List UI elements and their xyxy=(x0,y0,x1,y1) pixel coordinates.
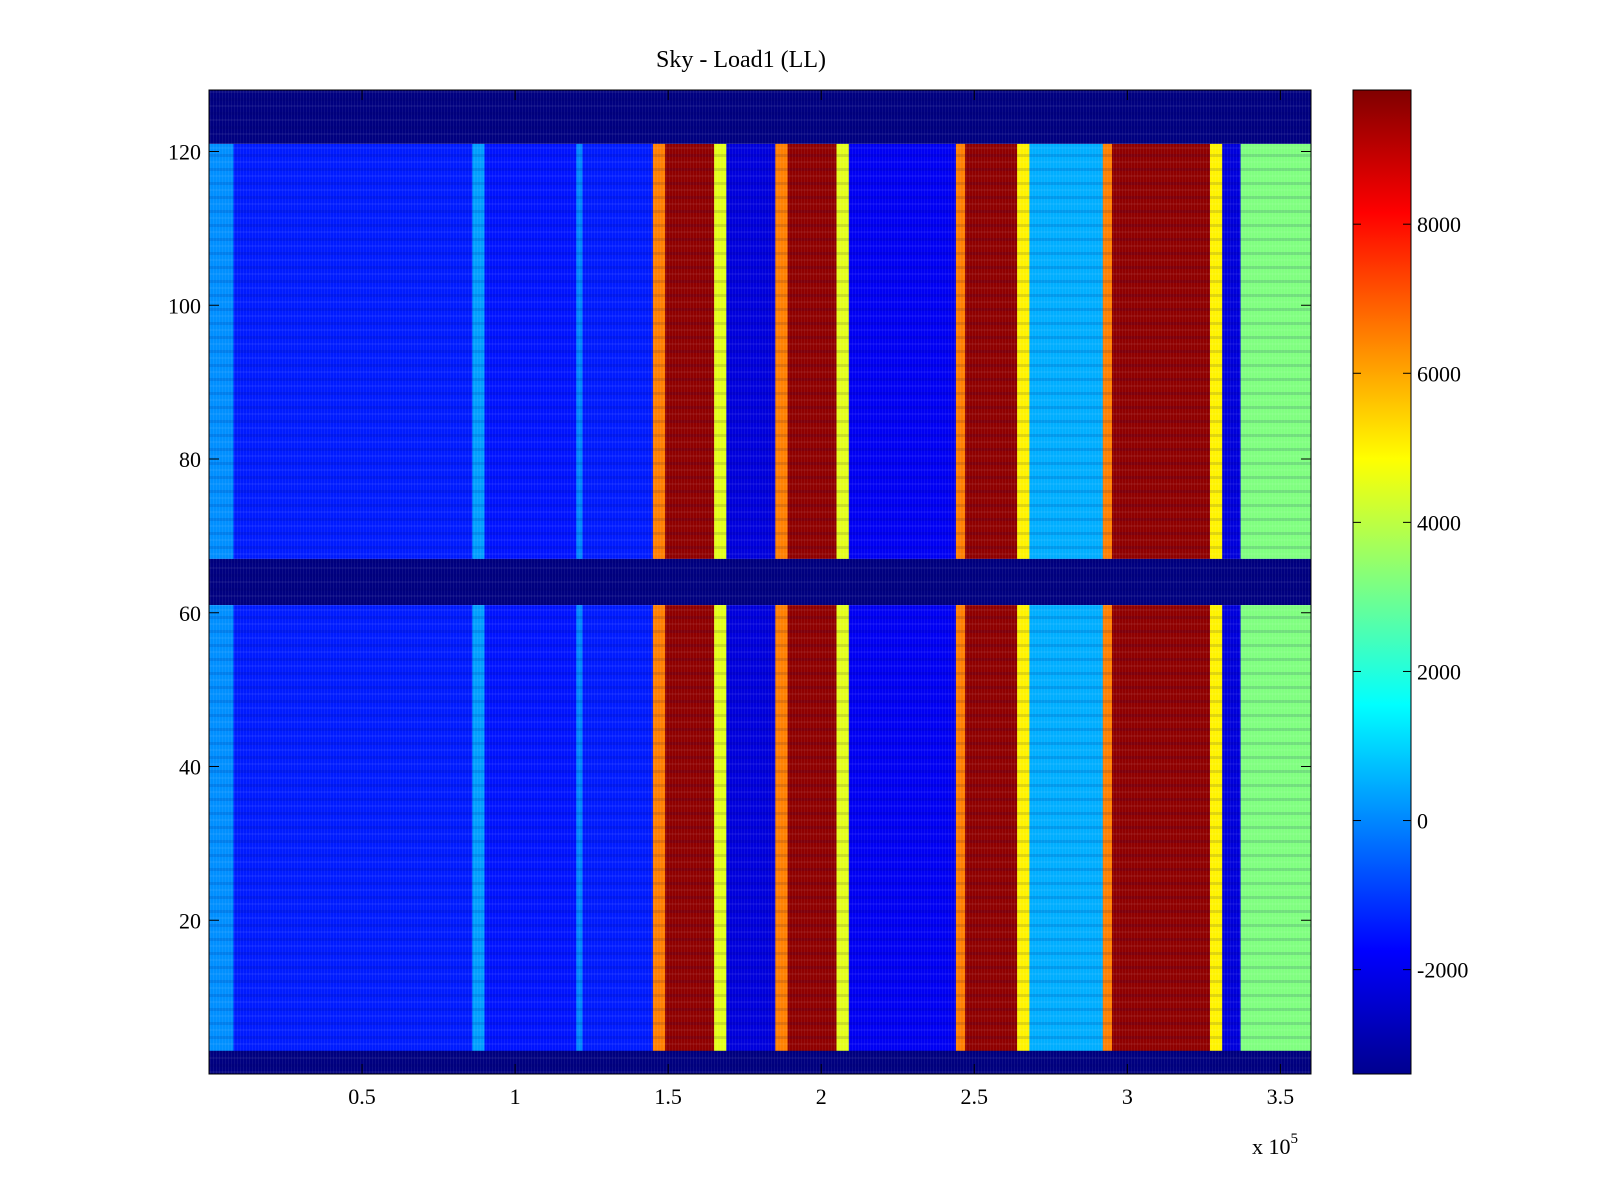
heatmap-cell xyxy=(714,605,727,1051)
y-tick-label: 80 xyxy=(179,447,201,472)
heatmap-cell xyxy=(665,143,715,559)
chart-title: Sky - Load1 (LL) xyxy=(656,47,826,73)
colorbar xyxy=(1352,89,1412,1075)
colorbar-tick-label: 6000 xyxy=(1417,361,1461,386)
heatmap-cell xyxy=(1240,605,1312,1051)
heatmap-cell xyxy=(775,605,789,1051)
x-tick-label: 3.5 xyxy=(1267,1084,1295,1109)
heatmap-cell xyxy=(714,143,727,559)
heatmap-cell xyxy=(652,605,666,1051)
x-tick-label: 0.5 xyxy=(348,1084,376,1109)
y-tick-label: 100 xyxy=(168,293,201,318)
heatmap-cell xyxy=(209,143,235,559)
heatmap-cell xyxy=(726,143,776,559)
heatmap-cell xyxy=(787,605,838,1051)
heatmap-cell xyxy=(965,605,1018,1051)
x-tick-label: 3 xyxy=(1122,1084,1133,1109)
colorbar-axis: -2000 0 2000 4000 6000 8000 xyxy=(1353,212,1468,983)
masked-row-band xyxy=(209,90,1311,144)
colorbar-tick-label: 2000 xyxy=(1417,659,1461,684)
colorbar-tick-label: 8000 xyxy=(1417,212,1461,237)
heatmap-cell xyxy=(1029,143,1104,559)
y-tick-label: 60 xyxy=(179,601,201,626)
x-multiplier-label: x 105 xyxy=(1252,1131,1298,1159)
heatmap-cell xyxy=(1029,605,1104,1051)
heatmap-cell xyxy=(836,605,850,1051)
heatmap-cell xyxy=(1112,143,1211,559)
y-tick-label: 20 xyxy=(179,908,201,933)
colorbar-tick-label: 0 xyxy=(1417,809,1428,834)
heatmap-cell xyxy=(787,143,838,559)
heatmap-cell xyxy=(726,605,776,1051)
x-tick-label: 2 xyxy=(816,1084,827,1109)
heatmap-cell xyxy=(652,143,666,559)
heatmap-cell xyxy=(955,605,966,1051)
x-tick-label: 1 xyxy=(510,1084,521,1109)
x-axis: 0.5 1 1.5 2 2.5 3 3.5 xyxy=(348,90,1294,1109)
heatmap-cell xyxy=(836,143,850,559)
heatmap-cell xyxy=(1102,605,1113,1051)
heatmap-cell xyxy=(848,605,957,1051)
heatmap-cell xyxy=(576,143,583,559)
heatmap-cell xyxy=(209,605,235,1051)
heatmap-cell xyxy=(1017,143,1030,559)
heatmap-cell xyxy=(484,605,577,1051)
heatmap-cell xyxy=(775,143,789,559)
heatmap-cell xyxy=(582,605,654,1051)
heatmap-cell xyxy=(472,605,486,1051)
colorbar-tick-label: -2000 xyxy=(1417,958,1468,983)
colorbar-tick-label: 4000 xyxy=(1417,510,1461,535)
heatmap-cell xyxy=(576,605,583,1051)
heatmap-cell xyxy=(472,143,486,559)
heatmap-cell xyxy=(233,605,473,1051)
masked-row-band xyxy=(209,558,1311,605)
heatmap-cell xyxy=(1222,605,1242,1051)
heatmap-cell xyxy=(965,143,1018,559)
heatmap-cell xyxy=(1240,143,1312,559)
x-tick-label: 2.5 xyxy=(961,1084,989,1109)
heatmap-cell xyxy=(1112,605,1211,1051)
heatmap-cell xyxy=(1102,143,1113,559)
y-tick-label: 120 xyxy=(168,140,201,165)
y-axis: 20 40 60 80 100 120 xyxy=(168,140,1311,933)
heatmap-cell xyxy=(582,143,654,559)
heatmap-cell xyxy=(955,143,966,559)
heatmap-cell xyxy=(665,605,715,1051)
heatmap-cell xyxy=(1017,605,1030,1051)
y-tick-label: 40 xyxy=(179,755,201,780)
heatmap-cell xyxy=(1210,605,1223,1051)
heatmap-plot-area xyxy=(209,90,1312,1074)
plot-frame xyxy=(208,89,1312,1075)
x-tick-label: 1.5 xyxy=(654,1084,682,1109)
heatmap-cell xyxy=(484,143,577,559)
heatmap-cell xyxy=(1222,143,1242,559)
masked-row-band xyxy=(209,1050,1311,1074)
heatmap-cell xyxy=(1210,143,1223,559)
heatmap-cell xyxy=(233,143,473,559)
heatmap-cell xyxy=(848,143,957,559)
